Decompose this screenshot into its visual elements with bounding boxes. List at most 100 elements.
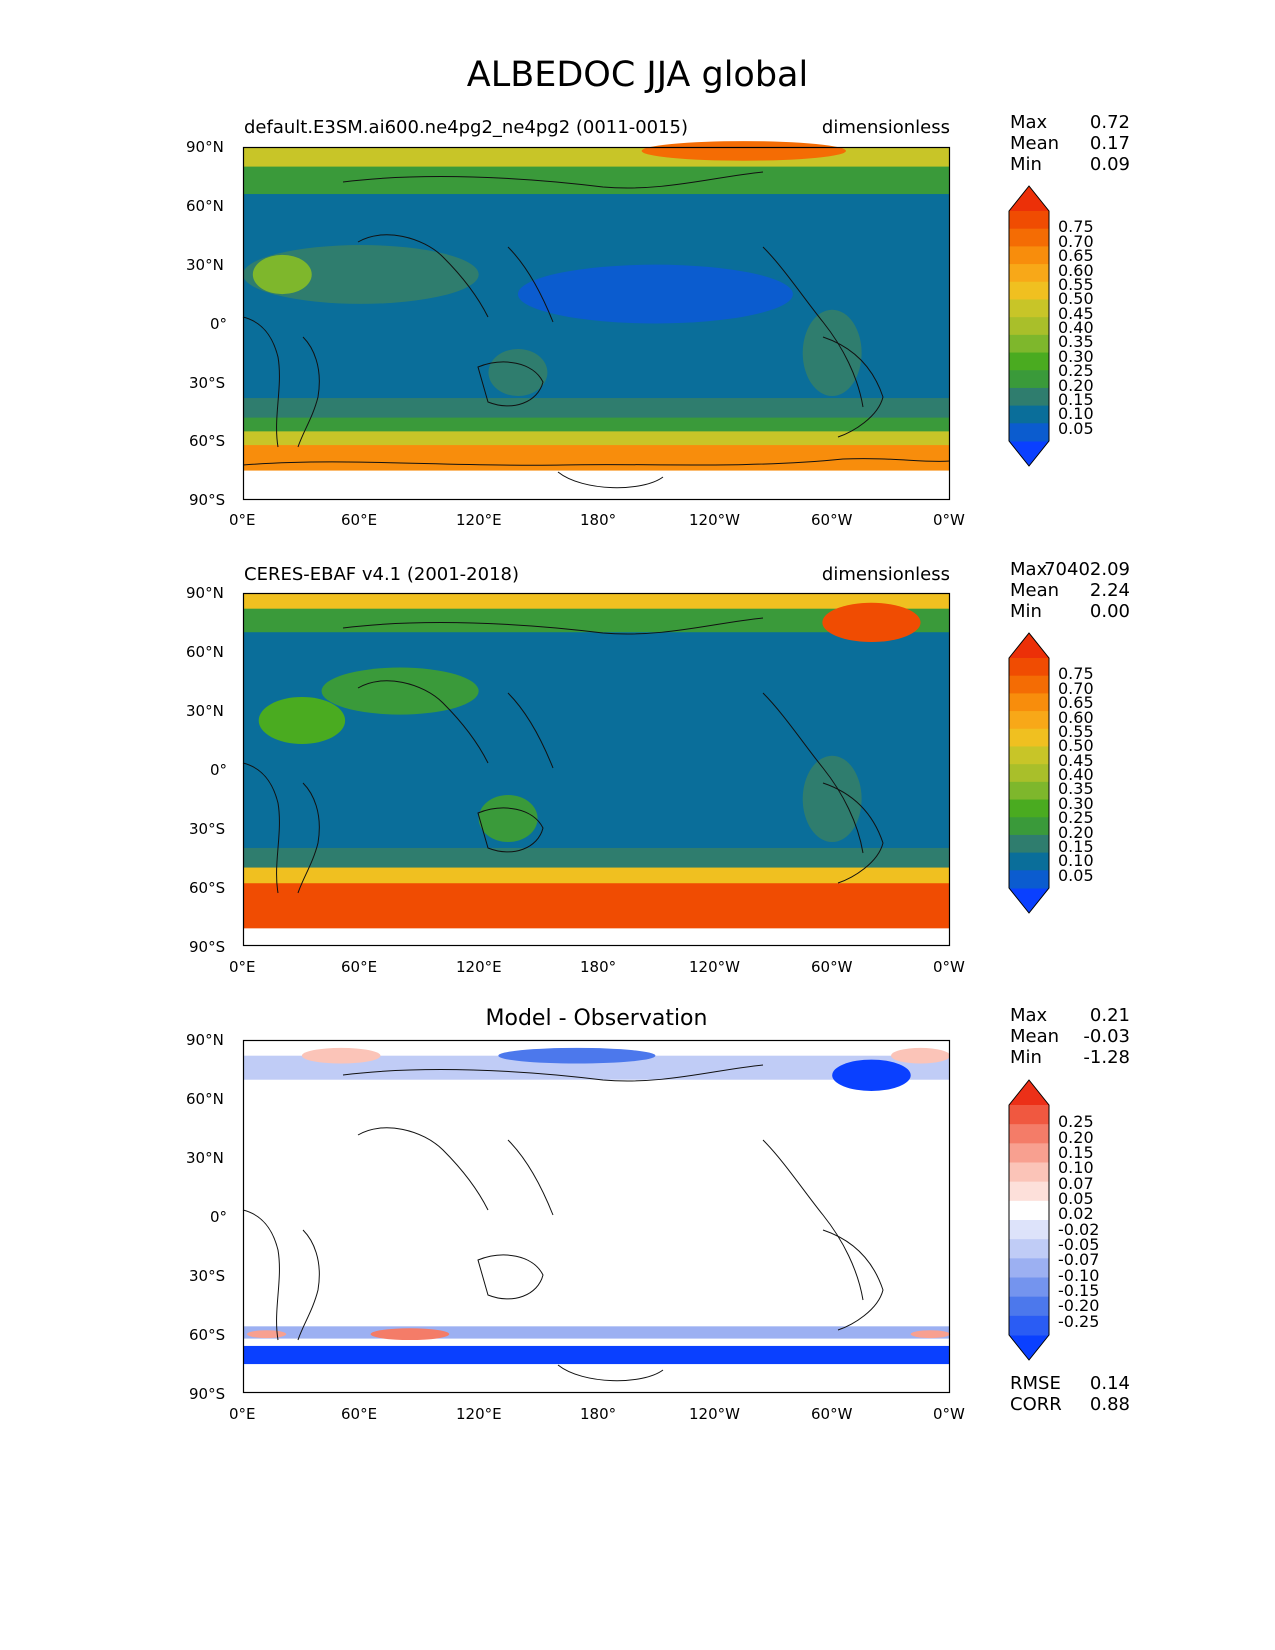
cbar2-label-14: 0.05 [1058, 865, 1094, 885]
cbar1-label-10: 0.25 [1058, 361, 1094, 381]
cbar1-label-14: 0.05 [1058, 418, 1094, 438]
panel1-stat-mean-value: 0.17 [1089, 133, 1130, 154]
cbar3-swatch-11 [1009, 1315, 1049, 1336]
cbar2-swatch-2 [1009, 693, 1049, 712]
cbar3-swatch-10 [1009, 1296, 1049, 1317]
panel3-lat-tick-60n: 60°N [186, 1090, 224, 1108]
cbar1-swatch-5 [1009, 299, 1049, 318]
panel3-lat-tick-90n: 90°N [186, 1031, 224, 1049]
panel1-lat-tick-90s: 90°S [189, 491, 226, 509]
map1-band-southern-2 [243, 417, 950, 432]
panel1-lat-tick-30s: 30°S [189, 374, 226, 392]
panel2-stat-min-value: 0.00 [1089, 601, 1130, 622]
map2-blob-asia [321, 667, 479, 715]
map2-blob-greenland [822, 602, 921, 643]
cbar1-swatch-0 [1009, 211, 1049, 230]
map2-blob-samerica [802, 755, 862, 843]
cbar2-label-5: 0.50 [1058, 736, 1094, 756]
panel3-lon-tick-0e: 0°E [229, 1405, 256, 1423]
panel2-lon-tick-180: 180° [580, 958, 617, 976]
panel2-stat-mean-value: 2.24 [1089, 580, 1130, 601]
cbar1-label-1: 0.70 [1058, 231, 1094, 251]
map2-coastlines [242, 617, 884, 894]
panel1-stat-mean-label: Mean [1010, 133, 1060, 154]
map1-blob-samerica [802, 309, 862, 397]
cbar1-label-5: 0.50 [1058, 289, 1094, 309]
panel3-stat-min-label: Min [1010, 1047, 1042, 1068]
panel1-lat-tick-60s: 60°S [189, 432, 226, 450]
panel3-lat-tick-30s: 30°S [189, 1267, 226, 1285]
cbar2-label-3: 0.60 [1058, 707, 1094, 727]
cbar2-swatch-10 [1009, 834, 1049, 854]
panel2-lon-tick-0w: 0°W [933, 958, 965, 976]
cbar1-label-3: 0.60 [1058, 260, 1094, 280]
cbar1-swatch-8 [1009, 352, 1049, 371]
cbar1-label-4: 0.55 [1058, 274, 1094, 294]
cbar1-extend-high [1009, 186, 1049, 211]
panel1-lat-tick-60n: 60°N [186, 197, 224, 215]
panel1-lon-tick-120e: 120°E [456, 511, 502, 529]
cbar1-label-6: 0.45 [1058, 303, 1094, 323]
cbar2-swatch-7 [1009, 781, 1049, 801]
cbar2-label-0: 0.75 [1058, 664, 1094, 684]
cbar2-label-2: 0.65 [1058, 693, 1094, 713]
panel2-stat-min-label: Min [1010, 601, 1042, 622]
map2-blob-australia [478, 794, 538, 843]
panel2-stat-max-label: Max [1010, 559, 1048, 580]
cbar1-label-9: 0.30 [1058, 346, 1094, 366]
map3-antarctica [557, 1364, 664, 1382]
cbar1-swatch-3 [1009, 264, 1049, 283]
cbar2-swatch-12 [1009, 870, 1049, 889]
cbar1-swatch-7 [1009, 334, 1049, 354]
cbar2-label-6: 0.45 [1058, 750, 1094, 770]
panel3-lat-tick-60s: 60°S [189, 1326, 226, 1344]
panel1-lon-tick-0w: 0°W [933, 511, 965, 529]
cbar1-swatch-6 [1009, 317, 1049, 336]
cbar3-swatch-6 [1009, 1220, 1049, 1240]
cbar1-swatch-11 [1009, 405, 1049, 424]
panel1-lat-tick-90n: 90°N [186, 138, 224, 156]
panel3-lat-tick-eq: 0° [210, 1208, 228, 1226]
cbar3-label-7: -0.02 [1058, 1219, 1100, 1239]
panel1-stat-min-label: Min [1010, 154, 1042, 175]
cbar2-swatch-5 [1009, 746, 1049, 765]
panel1-lat-tick-eq: 0° [210, 315, 228, 333]
panel1-lon-tick-0e: 0°E [229, 511, 256, 529]
cbar2-swatch-9 [1009, 817, 1049, 836]
cbar2-label-10: 0.25 [1058, 808, 1094, 828]
map1-fields [243, 141, 950, 500]
cbar3-swatch-4 [1009, 1181, 1049, 1202]
cbar3-swatch-2 [1009, 1143, 1049, 1163]
panel2-lat-tick-60s: 60°S [189, 879, 226, 897]
cbar1-label-13: 0.10 [1058, 404, 1094, 424]
panel3-lat-tick-30n: 30°N [186, 1149, 224, 1167]
cbar3-extend-low [1009, 1335, 1049, 1360]
panel1-stat-max-value: 0.72 [1089, 112, 1130, 133]
panel2-title-right: dimensionless [821, 564, 950, 585]
panel3-colorbar [1008, 1079, 1050, 1361]
panel3-stat-max-value: 0.21 [1089, 1005, 1130, 1026]
figure-title: ALBEDOC JJA global [466, 55, 809, 95]
map2-band-arctic [243, 593, 950, 610]
panel2-stat-mean-label: Mean [1010, 580, 1060, 601]
cbar2-swatch-6 [1009, 764, 1049, 783]
panel1-map [242, 141, 951, 501]
panel3-stat-max-label: Max [1010, 1005, 1048, 1026]
cbar2-label-1: 0.70 [1058, 678, 1094, 698]
panel3-stat-min-value: -1.28 [1083, 1047, 1130, 1068]
map2-blob-sahara [258, 696, 346, 745]
cbar3-label-4: 0.07 [1058, 1173, 1094, 1193]
panel2-colorbar [1008, 632, 1050, 914]
cbar3-label-8: -0.05 [1058, 1235, 1100, 1254]
panel2-lat-tick-90s: 90°S [189, 938, 226, 956]
panel3-metric-corr-value: 0.88 [1089, 1394, 1130, 1415]
cbar2-swatch-4 [1009, 728, 1049, 747]
cbar3-outline [1008, 1079, 1050, 1361]
panel1-lon-tick-60e: 60°E [341, 511, 378, 529]
cbar3-swatch-1 [1009, 1124, 1049, 1144]
cbar1-label-2: 0.65 [1058, 246, 1094, 266]
panel3-lat-tick-90s: 90°S [189, 1385, 226, 1403]
cbar2-swatch-1 [1009, 675, 1049, 694]
panel1-lon-tick-180: 180° [580, 511, 617, 529]
cbar2-extend-high [1009, 633, 1049, 658]
